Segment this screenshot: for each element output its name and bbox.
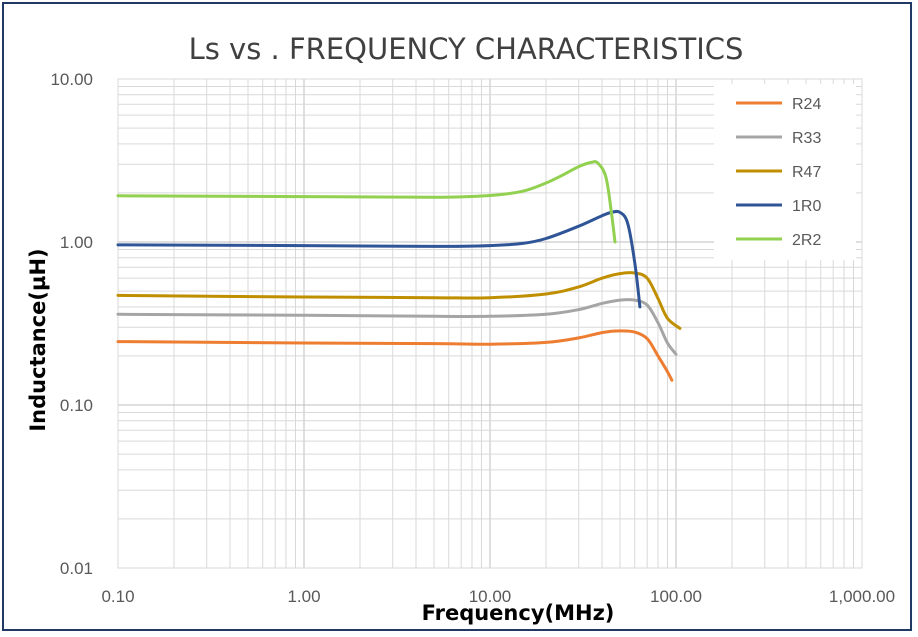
y-tick-label: 1.00 — [60, 233, 93, 252]
legend-label-r47: R47 — [792, 164, 821, 181]
x-tick-label: 0.10 — [101, 587, 134, 606]
y-tick-label: 0.10 — [60, 396, 93, 415]
x-tick-label: 10.00 — [469, 587, 512, 606]
chart-title: Ls vs . FREQUENCY CHARACTERISTICS — [189, 32, 744, 66]
x-tick-label: 1,000.00 — [829, 587, 895, 606]
y-tick-label: 0.01 — [60, 559, 93, 578]
series-line-r33 — [116, 298, 678, 356]
x-axis-label: Frequency(MHz) — [422, 601, 615, 625]
series-line-2r2 — [116, 160, 617, 244]
plot-area — [117, 78, 863, 569]
legend-label-r24: R24 — [792, 96, 821, 113]
legend: R24 R33 R47 1R0 2R2 — [714, 84, 856, 260]
legend-box — [714, 84, 856, 260]
series-line-r24 — [116, 329, 674, 382]
y-axis-label: Inductance(µH) — [26, 248, 50, 431]
legend-label-1r0: 1R0 — [792, 198, 821, 215]
legend-label-2r2: 2R2 — [792, 232, 821, 249]
x-tick-label: 100.00 — [650, 587, 702, 606]
y-tick-label: 10.00 — [50, 70, 93, 89]
x-tick-label: 1.00 — [287, 587, 320, 606]
series-lines — [116, 160, 682, 382]
legend-label-r33: R33 — [792, 130, 821, 147]
series-line-r47 — [116, 271, 682, 330]
series-line-1r0 — [116, 209, 642, 309]
tick-labels: 0.10 1.00 10.00 100.00 1,000.00 0.01 0.10 1.00 1… — [50, 70, 895, 606]
